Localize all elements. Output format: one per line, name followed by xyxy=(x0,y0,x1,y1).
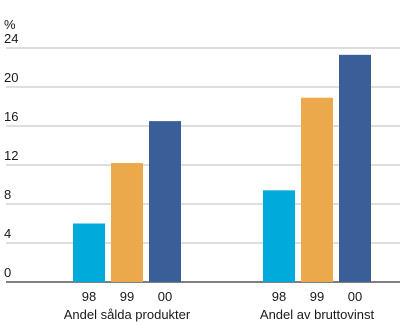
bar-produkter-98 xyxy=(73,223,105,282)
bars xyxy=(73,54,371,283)
y-tick-label: 8 xyxy=(4,187,11,202)
y-tick-label: 20 xyxy=(4,70,18,85)
y-tick-label: 4 xyxy=(4,226,11,241)
gridlines xyxy=(6,47,400,283)
x-axis-category-labels: 98 99 00 98 99 00 xyxy=(82,289,362,304)
x-category-label: 98 xyxy=(272,289,286,304)
bar-bruttovinst-00 xyxy=(339,54,371,283)
group-label: Andel sålda produkter xyxy=(64,307,191,322)
x-category-label: 99 xyxy=(310,289,324,304)
y-axis-unit-label: % xyxy=(4,17,16,32)
group-label: Andel av bruttovinst xyxy=(260,307,375,322)
y-tick-label: 16 xyxy=(4,109,18,124)
x-category-label: 98 xyxy=(82,289,96,304)
y-tick-label: 12 xyxy=(4,148,18,163)
bar-bruttovinst-99 xyxy=(301,97,333,282)
y-tick-label: 24 xyxy=(4,31,18,46)
bar-produkter-99 xyxy=(111,163,143,282)
bar-produkter-00 xyxy=(149,121,181,282)
x-category-label: 00 xyxy=(348,289,362,304)
x-category-label: 99 xyxy=(120,289,134,304)
y-axis-ticks: 0 4 8 12 16 20 24 xyxy=(4,31,18,280)
y-tick-label: 0 xyxy=(4,265,11,280)
group-labels: Andel sålda produkter Andel av bruttovins… xyxy=(64,307,375,322)
bar-bruttovinst-98 xyxy=(263,190,295,282)
x-category-label: 00 xyxy=(158,289,172,304)
